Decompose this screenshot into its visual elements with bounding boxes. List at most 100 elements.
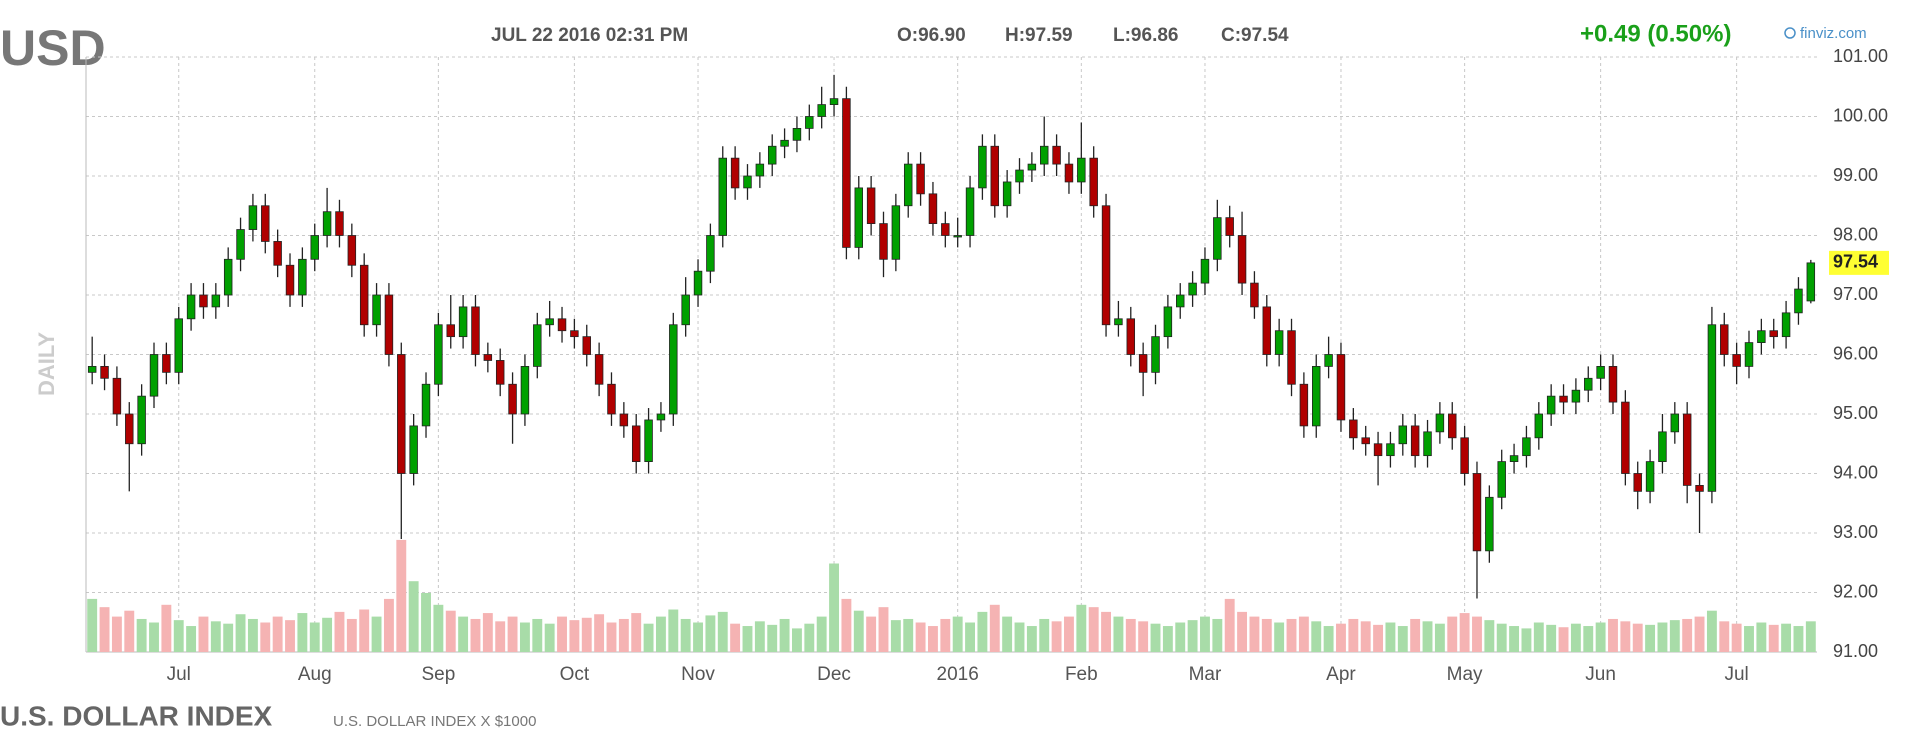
candle-body — [1423, 431, 1432, 457]
volume-bar — [371, 616, 382, 652]
candle-body — [533, 324, 542, 367]
candle-body — [1002, 181, 1012, 207]
volume-bar — [792, 628, 802, 652]
candle-body — [149, 354, 159, 397]
candle-body — [186, 294, 196, 320]
volume-bar — [767, 624, 778, 652]
candle-body — [1596, 365, 1605, 379]
volume-bar — [1323, 626, 1334, 652]
y-tick-label: 100.00 — [1833, 105, 1888, 125]
last-price-box — [1829, 250, 1889, 275]
volume-bar — [1645, 624, 1656, 652]
volume-bar — [285, 620, 295, 652]
volume-bar — [1793, 626, 1804, 652]
volume-bar — [470, 618, 481, 652]
symbol: USD — [0, 20, 106, 76]
candle-body — [1126, 318, 1136, 355]
volume-bar — [210, 621, 221, 652]
volume-bar — [1496, 623, 1507, 652]
volume-bar — [346, 618, 357, 652]
candle-body — [1621, 401, 1630, 474]
candle-body — [162, 354, 171, 373]
candle-body — [1744, 342, 1754, 367]
candle-body — [1435, 413, 1445, 433]
x-tick-label: Aug — [298, 664, 332, 685]
candle-body — [335, 211, 344, 236]
volume-bar — [643, 623, 654, 652]
volume-bar — [1669, 620, 1680, 652]
candle-body — [1645, 461, 1655, 492]
volume-bar — [445, 610, 456, 652]
candle-body — [1769, 330, 1778, 338]
volume-bar — [433, 604, 444, 652]
volume-bar — [1125, 618, 1136, 652]
volume-bar — [742, 626, 753, 652]
candle-body — [372, 294, 381, 326]
volume-bar — [1162, 626, 1173, 652]
x-tick-label: Jul — [1724, 664, 1748, 685]
candle-body — [953, 235, 962, 238]
volume-bar — [334, 611, 345, 652]
y-tick-label: 101.00 — [1833, 46, 1888, 66]
candle-body — [322, 211, 332, 236]
ohlc-high: H:97.59 — [1005, 25, 1073, 46]
candle-body — [792, 127, 802, 141]
candle-body — [1460, 437, 1469, 474]
volume-bar — [1410, 618, 1421, 652]
candle-body — [1386, 443, 1395, 457]
volume-bar — [1484, 620, 1495, 652]
x-tick-label: Sep — [421, 664, 455, 685]
volume-bar — [309, 622, 320, 652]
candle-body — [223, 258, 233, 296]
candle-body — [854, 187, 864, 248]
candle-body — [607, 383, 616, 415]
candle-body — [520, 365, 530, 415]
volume-bar — [989, 604, 1000, 652]
volume-bar — [1422, 621, 1433, 652]
volume-bar — [1088, 607, 1099, 652]
candle-body — [1349, 419, 1358, 439]
volume-bar — [730, 623, 741, 652]
change: +0.49 (0.50%) — [1580, 20, 1731, 47]
volume-bar — [1608, 618, 1618, 652]
volume-bar — [1682, 618, 1693, 652]
volume-bar — [1360, 621, 1371, 652]
candle-body — [1559, 395, 1568, 403]
candle-body — [1039, 145, 1049, 165]
volume-bar — [1249, 616, 1260, 652]
candle-body — [1015, 169, 1024, 183]
candle-body — [1274, 330, 1284, 355]
candle-body — [916, 163, 925, 195]
volume-bar — [1187, 620, 1198, 652]
candle-body — [1077, 157, 1086, 183]
candle-body — [1089, 157, 1098, 207]
volume-bar — [519, 622, 530, 652]
candle-body — [1757, 330, 1766, 344]
volume-bar — [136, 618, 147, 652]
candle-body — [1138, 354, 1148, 373]
volume-bar — [383, 598, 394, 652]
candle-body — [1398, 425, 1408, 445]
candle-body — [1114, 318, 1123, 326]
candle-body — [891, 205, 901, 260]
volume-bar — [952, 616, 963, 652]
candle-body — [1794, 288, 1803, 314]
candle-body — [879, 223, 888, 260]
volume-bar — [322, 617, 333, 652]
candle-body — [1200, 258, 1210, 284]
volume-bar — [1101, 611, 1111, 652]
volume-bar — [779, 618, 790, 652]
volume-bar — [396, 539, 407, 652]
volume-bar — [111, 616, 122, 652]
y-tick-label: 98.00 — [1833, 224, 1878, 244]
x-tick-label: Dec — [817, 664, 851, 685]
candle-body — [582, 336, 591, 355]
candle-body — [631, 425, 641, 462]
volume-bar — [1521, 628, 1532, 652]
candle-body — [570, 330, 579, 338]
volume-bar — [1002, 616, 1013, 652]
volume-bar — [1261, 618, 1272, 652]
volume-bar — [1694, 616, 1705, 652]
volume-bar — [235, 614, 246, 652]
